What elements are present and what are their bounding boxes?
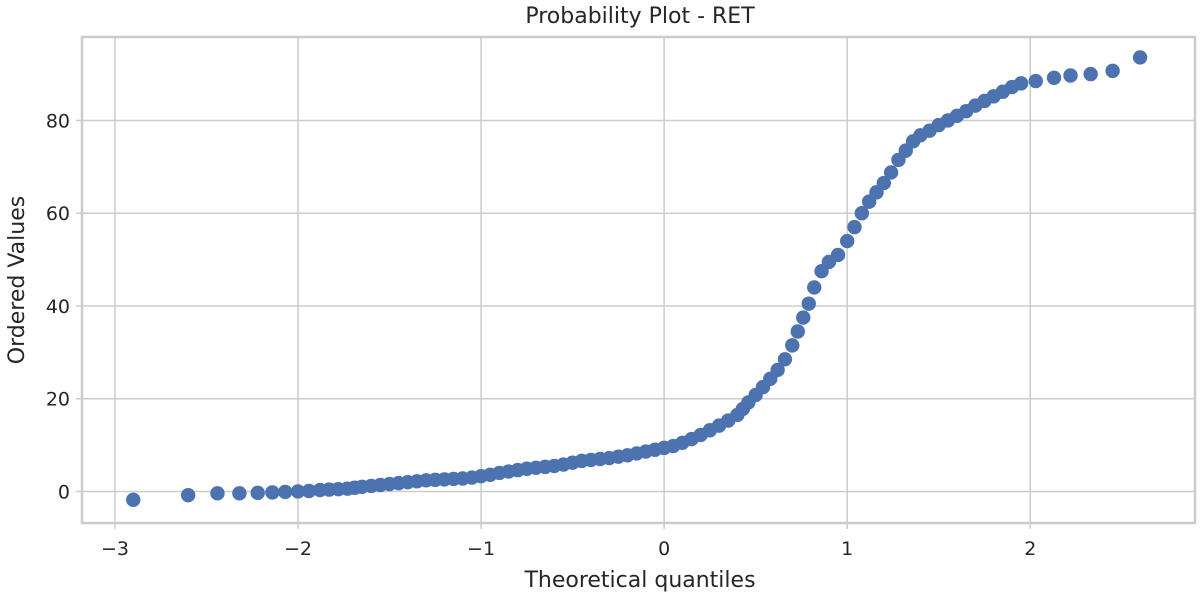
data-point <box>807 280 822 295</box>
y-tick-labels: 0 20 40 60 80 <box>46 110 70 503</box>
axis-ticks <box>76 119 1031 529</box>
data-point <box>830 247 846 263</box>
data-point <box>250 485 265 501</box>
y-tick-label: 20 <box>46 389 70 411</box>
y-tick-label: 80 <box>46 110 70 132</box>
data-point <box>210 486 225 501</box>
x-tick-labels: −3 −2 −1 0 1 2 <box>101 538 1036 560</box>
data-point <box>839 233 855 249</box>
data-point <box>126 492 141 508</box>
data-point <box>847 219 862 235</box>
data-point <box>232 486 247 501</box>
data-points <box>126 50 1148 508</box>
y-tick-label: 60 <box>46 203 70 225</box>
data-point <box>785 338 800 353</box>
data-point <box>770 362 785 378</box>
x-tick-label: 2 <box>1024 538 1036 560</box>
data-point <box>1013 76 1029 91</box>
x-tick-label: 0 <box>658 538 670 560</box>
data-point <box>180 487 196 503</box>
data-point <box>290 484 306 499</box>
data-point <box>883 165 899 180</box>
x-tick-label: 1 <box>841 538 853 560</box>
data-point <box>1063 68 1078 83</box>
data-point <box>876 175 891 191</box>
chart-title: Probability Plot - RET <box>525 4 755 29</box>
y-tick-label: 0 <box>58 481 70 503</box>
data-point <box>265 485 280 500</box>
x-tick-label: −2 <box>284 538 312 560</box>
y-axis-label: Ordered Values <box>5 196 30 364</box>
data-point <box>1046 70 1062 86</box>
data-point <box>777 352 793 367</box>
x-tick-label: −3 <box>101 538 129 560</box>
data-point <box>1083 66 1098 82</box>
data-point <box>854 206 870 221</box>
data-point <box>1028 73 1043 89</box>
data-point <box>801 296 816 311</box>
data-point <box>1132 50 1148 65</box>
x-tick-label: −1 <box>467 538 495 560</box>
data-point <box>1105 63 1120 79</box>
data-point <box>301 483 317 499</box>
data-point <box>277 484 293 500</box>
x-axis-label: Theoretical quantiles <box>523 568 755 593</box>
data-point <box>796 310 811 325</box>
y-tick-label: 40 <box>46 296 70 318</box>
plot-frame <box>80 35 1197 525</box>
data-point <box>790 324 805 339</box>
